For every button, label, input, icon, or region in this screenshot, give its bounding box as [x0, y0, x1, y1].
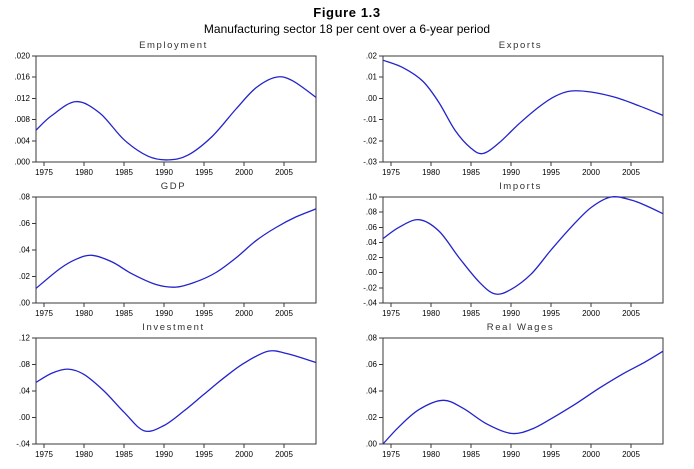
- svg-text:1995: 1995: [195, 168, 213, 177]
- svg-text:-.03: -.03: [363, 158, 377, 167]
- svg-text:1995: 1995: [195, 450, 213, 459]
- svg-text:1980: 1980: [422, 309, 440, 318]
- chart-title-employment: Employment: [139, 40, 208, 51]
- svg-text:2005: 2005: [622, 450, 640, 459]
- chart-panel-investment: Investment -.04 .00 .04 .08 .12 1975 1980 1985 1…: [0, 320, 347, 461]
- charts-grid: Employment .000 .004 .008 .012 .016 .020 1975 1…: [0, 38, 694, 461]
- svg-text:2000: 2000: [235, 168, 253, 177]
- svg-text:-.02: -.02: [363, 136, 377, 145]
- svg-text:1985: 1985: [115, 309, 133, 318]
- exports-chart: -.03 -.02 -.01 .00 .01 .02 1975 1980 1985 1990 199…: [363, 52, 664, 177]
- svg-text:.00: .00: [19, 413, 31, 422]
- svg-text:2000: 2000: [235, 450, 253, 459]
- svg-text:1995: 1995: [195, 309, 213, 318]
- svg-text:1975: 1975: [382, 450, 400, 459]
- chart-title-imports: Imports: [499, 181, 542, 192]
- svg-text:1980: 1980: [75, 168, 93, 177]
- imports-chart: -.04 -.02 .00 .02 .04 .06 .08 .10 1975 1980 1985 19…: [363, 193, 664, 318]
- svg-text:2000: 2000: [235, 309, 253, 318]
- svg-text:.08: .08: [19, 193, 31, 202]
- chart-title-exports: Exports: [498, 40, 543, 51]
- chart-panel-exports: Exports -.03 -.02 -.01 .00 .01 .02 1975 1980 198…: [347, 38, 694, 179]
- svg-text:1985: 1985: [115, 450, 133, 459]
- svg-text:.02: .02: [366, 253, 378, 262]
- gdp-chart: .00 .02 .04 .06 .08 1975 1980 1985 1990 1995 2000 2…: [19, 193, 317, 318]
- employment-chart: .000 .004 .008 .012 .016 .020 1975 1980 1985 1990…: [14, 52, 317, 177]
- svg-text:1980: 1980: [75, 450, 93, 459]
- chart-title-real-wages: Real Wages: [486, 322, 555, 333]
- svg-text:.04: .04: [366, 238, 378, 247]
- svg-text:1975: 1975: [382, 168, 400, 177]
- svg-text:1975: 1975: [35, 450, 53, 459]
- svg-text:1980: 1980: [422, 450, 440, 459]
- svg-text:.08: .08: [366, 208, 378, 217]
- svg-text:1990: 1990: [502, 168, 520, 177]
- svg-text:1995: 1995: [542, 309, 560, 318]
- svg-text:1985: 1985: [115, 168, 133, 177]
- svg-text:1990: 1990: [155, 309, 173, 318]
- svg-text:2005: 2005: [275, 168, 293, 177]
- chart-title-gdp: GDP: [160, 181, 187, 192]
- svg-text:2000: 2000: [582, 168, 600, 177]
- svg-text:.000: .000: [14, 158, 30, 167]
- svg-text:1975: 1975: [35, 168, 53, 177]
- svg-text:.08: .08: [366, 334, 378, 343]
- svg-text:.10: .10: [366, 193, 378, 202]
- svg-text:.04: .04: [19, 387, 31, 396]
- chart-panel-imports: Imports -.04 -.02 .00 .02 .04 .06 .08 .10 1975 19…: [347, 179, 694, 320]
- svg-text:1980: 1980: [75, 309, 93, 318]
- svg-text:.12: .12: [19, 334, 31, 343]
- svg-text:.04: .04: [19, 246, 31, 255]
- svg-text:.06: .06: [366, 223, 378, 232]
- svg-text:1980: 1980: [422, 168, 440, 177]
- svg-text:2000: 2000: [582, 450, 600, 459]
- svg-text:1985: 1985: [462, 168, 480, 177]
- svg-text:.00: .00: [19, 299, 31, 308]
- chart-panel-employment: Employment .000 .004 .008 .012 .016 .020 1975 1…: [0, 38, 347, 179]
- svg-text:.00: .00: [366, 94, 378, 103]
- svg-text:1990: 1990: [502, 309, 520, 318]
- figure-subtitle: Manufacturing sector 18 per cent over a …: [203, 22, 491, 36]
- svg-text:-.04: -.04: [16, 440, 30, 449]
- svg-text:.016: .016: [14, 73, 30, 82]
- svg-text:1990: 1990: [502, 450, 520, 459]
- svg-text:2005: 2005: [275, 309, 293, 318]
- svg-text:1975: 1975: [35, 309, 53, 318]
- svg-text:.020: .020: [14, 52, 30, 61]
- svg-text:1995: 1995: [542, 450, 560, 459]
- figure-title: Figure 1.3: [313, 5, 381, 20]
- svg-text:.01: .01: [366, 73, 378, 82]
- svg-text:1990: 1990: [155, 168, 173, 177]
- svg-text:1990: 1990: [155, 450, 173, 459]
- investment-chart: -.04 .00 .04 .08 .12 1975 1980 1985 1990 1995 2000…: [16, 334, 317, 459]
- svg-text:2005: 2005: [275, 450, 293, 459]
- svg-text:.02: .02: [366, 413, 378, 422]
- svg-text:.04: .04: [366, 387, 378, 396]
- chart-panel-real-wages: Real Wages .00 .02 .04 .06 .08 1975 1980 1985 19…: [347, 320, 694, 461]
- svg-text:1985: 1985: [462, 450, 480, 459]
- chart-panel-gdp: GDP .00 .02 .04 .06 .08 1975 1980 1985 1990 1995 2…: [0, 179, 347, 320]
- chart-title-investment: Investment: [142, 322, 205, 333]
- svg-text:.02: .02: [19, 272, 31, 281]
- svg-text:.02: .02: [366, 52, 378, 61]
- svg-text:.06: .06: [19, 219, 31, 228]
- svg-text:2005: 2005: [622, 168, 640, 177]
- svg-text:2005: 2005: [622, 309, 640, 318]
- svg-text:1975: 1975: [382, 309, 400, 318]
- svg-text:.012: .012: [14, 94, 30, 103]
- svg-text:2000: 2000: [582, 309, 600, 318]
- svg-text:.008: .008: [14, 115, 30, 124]
- svg-text:.06: .06: [366, 360, 378, 369]
- svg-text:-.04: -.04: [363, 299, 377, 308]
- svg-text:-.01: -.01: [363, 115, 377, 124]
- real-wages-chart: .00 .02 .04 .06 .08 1975 1980 1985 1990 1995 2000 2…: [366, 334, 664, 459]
- svg-text:1995: 1995: [542, 168, 560, 177]
- figure-header: Figure 1.3 Manufacturing sector 18 per c…: [0, 0, 694, 38]
- svg-text:1985: 1985: [462, 309, 480, 318]
- svg-text:-.02: -.02: [363, 283, 377, 292]
- svg-text:.08: .08: [19, 360, 31, 369]
- svg-text:.00: .00: [366, 268, 378, 277]
- svg-text:.00: .00: [366, 440, 378, 449]
- svg-text:.004: .004: [14, 136, 30, 145]
